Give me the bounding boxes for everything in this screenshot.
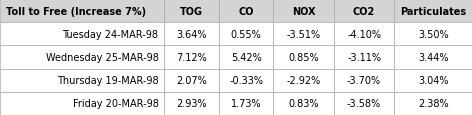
Bar [273, 23, 334, 46]
Text: 2.38%: 2.38% [418, 99, 448, 108]
Text: -3.11%: -3.11% [347, 53, 381, 62]
Bar [164, 46, 219, 69]
Bar [334, 0, 394, 23]
Text: Toll to Free (Increase 7%): Toll to Free (Increase 7%) [6, 7, 146, 16]
Text: 0.85%: 0.85% [288, 53, 319, 62]
Text: Thursday 19-MAR-98: Thursday 19-MAR-98 [57, 76, 159, 85]
Bar [219, 92, 273, 115]
Text: 1.73%: 1.73% [231, 99, 261, 108]
Text: Particulates: Particulates [400, 7, 466, 16]
Text: 7.12%: 7.12% [176, 53, 207, 62]
Text: 3.44%: 3.44% [418, 53, 448, 62]
Text: -3.70%: -3.70% [347, 76, 381, 85]
Bar [164, 69, 219, 92]
Bar [394, 46, 472, 69]
Bar [394, 23, 472, 46]
Text: 5.42%: 5.42% [231, 53, 261, 62]
Bar [334, 46, 394, 69]
Text: Friday 20-MAR-98: Friday 20-MAR-98 [73, 99, 159, 108]
Bar [394, 0, 472, 23]
Bar [334, 23, 394, 46]
Bar [0, 92, 164, 115]
Text: 0.83%: 0.83% [288, 99, 319, 108]
Text: 2.07%: 2.07% [176, 76, 207, 85]
Bar [219, 69, 273, 92]
Text: -4.10%: -4.10% [347, 30, 381, 39]
Bar [334, 92, 394, 115]
Bar [219, 23, 273, 46]
Text: CO: CO [238, 7, 254, 16]
Bar [0, 46, 164, 69]
Text: 2.93%: 2.93% [176, 99, 207, 108]
Bar [219, 0, 273, 23]
Text: Wednesday 25-MAR-98: Wednesday 25-MAR-98 [45, 53, 159, 62]
Bar [334, 69, 394, 92]
Text: -3.58%: -3.58% [347, 99, 381, 108]
Text: -2.92%: -2.92% [287, 76, 321, 85]
Bar [219, 46, 273, 69]
Text: TOG: TOG [180, 7, 203, 16]
Text: -3.51%: -3.51% [287, 30, 320, 39]
Text: CO2: CO2 [353, 7, 375, 16]
Bar [273, 92, 334, 115]
Bar [0, 69, 164, 92]
Bar [273, 0, 334, 23]
Text: 3.04%: 3.04% [418, 76, 448, 85]
Bar [164, 0, 219, 23]
Bar [394, 69, 472, 92]
Text: 0.55%: 0.55% [231, 30, 261, 39]
Bar [273, 69, 334, 92]
Bar [273, 46, 334, 69]
Text: 3.64%: 3.64% [176, 30, 207, 39]
Text: -0.33%: -0.33% [229, 76, 263, 85]
Bar [164, 92, 219, 115]
Bar [164, 23, 219, 46]
Text: 3.50%: 3.50% [418, 30, 448, 39]
Bar [394, 92, 472, 115]
Bar [0, 0, 164, 23]
Text: NOX: NOX [292, 7, 315, 16]
Text: Tuesday 24-MAR-98: Tuesday 24-MAR-98 [62, 30, 159, 39]
Bar [0, 23, 164, 46]
